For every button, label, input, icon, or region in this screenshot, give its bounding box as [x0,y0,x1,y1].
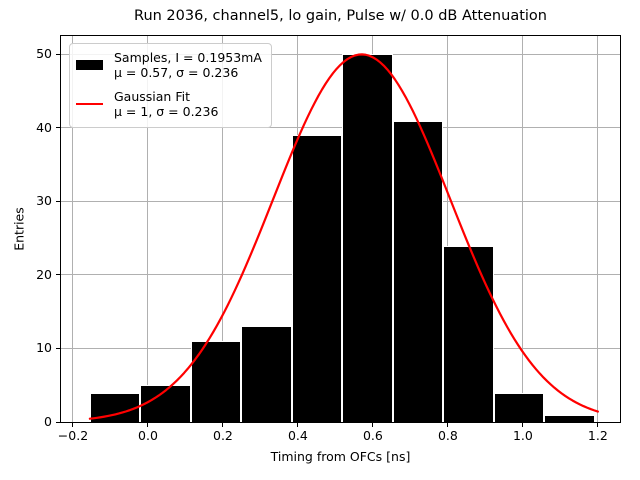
x-gridline [597,36,599,422]
y-tick-mark [56,200,60,202]
x-gridline [72,36,74,422]
x-tick-mark [72,423,74,427]
y-tick-label: 30 [36,193,52,209]
x-tick-label: 1.0 [512,428,533,443]
histogram-bar [291,135,343,422]
samples-swatch [76,60,103,70]
x-tick-label: 1.2 [587,428,608,443]
y-axis-label: Entries [11,207,27,251]
legend-samples-text: Samples, I = 0.1953mA μ = 0.57, σ = 0.23… [114,50,262,80]
x-tick-mark [222,423,224,427]
legend-entry-gaussian-fit: Gaussian Fit μ = 1, σ = 0.236 [76,89,262,119]
y-tick-label: 10 [36,340,52,356]
x-gridline [222,36,224,422]
x-tick-label: 0.0 [138,428,158,443]
x-tick-mark [522,423,524,427]
histogram-bar [443,245,494,422]
legend-gaussian-text: Gaussian Fit μ = 1, σ = 0.236 [114,89,218,119]
x-tick-label: 0.8 [437,428,458,443]
x-tick-label: 0.6 [362,428,383,443]
y-tick-label: 20 [36,266,52,282]
legend-entry-samples: Samples, I = 0.1953mA μ = 0.57, σ = 0.23… [76,50,262,80]
x-axis-label: Timing from OFCs [ns] [270,449,411,464]
x-gridline [147,36,149,422]
x-tick-label: −0.2 [57,428,89,443]
histogram-bar [493,392,544,422]
gaussian-fit-path [88,53,599,420]
histogram-bar [543,414,595,422]
y-tick-mark [56,274,60,276]
x-tick-label: 0.4 [287,428,308,443]
y-tick-mark [56,53,60,55]
y-gridline [61,127,620,129]
x-tick-mark [372,423,374,427]
y-tick-mark [56,421,60,423]
gaussian-fit-curve [88,53,599,420]
legend-handle-cell [76,60,103,70]
x-tick-mark [597,423,599,427]
x-tick-mark [147,423,149,427]
legend-samples-line1: Samples, I = 0.1953mA [114,50,262,65]
histogram-bar [241,326,292,422]
legend-gaussian-line1: Gaussian Fit [114,89,190,104]
legend-handle-cell [76,103,103,105]
y-tick-label: 50 [36,46,52,62]
x-gridline [447,36,449,422]
histogram-bar [342,54,393,422]
legend: Samples, I = 0.1953mA μ = 0.57, σ = 0.23… [69,43,272,128]
y-tick-label: 40 [36,119,52,135]
histogram-bar [392,120,444,422]
chart-title: Run 2036, channel5, lo gain, Pulse w/ 0.… [134,8,547,24]
y-tick-label: 0 [44,414,52,429]
legend-gaussian-line2: μ = 1, σ = 0.236 [114,104,219,119]
legend-samples-line2: μ = 0.57, σ = 0.236 [114,65,239,80]
plot-area: Samples, I = 0.1953mA μ = 0.57, σ = 0.23… [60,35,621,423]
y-tick-mark [56,347,60,349]
x-tick-mark [447,423,449,427]
y-gridline [61,53,620,55]
gaussian-fit-swatch [76,103,103,105]
y-tick-mark [56,127,60,129]
x-gridline [522,36,524,422]
x-tick-label: 0.2 [213,428,233,443]
x-tick-mark [297,423,299,427]
